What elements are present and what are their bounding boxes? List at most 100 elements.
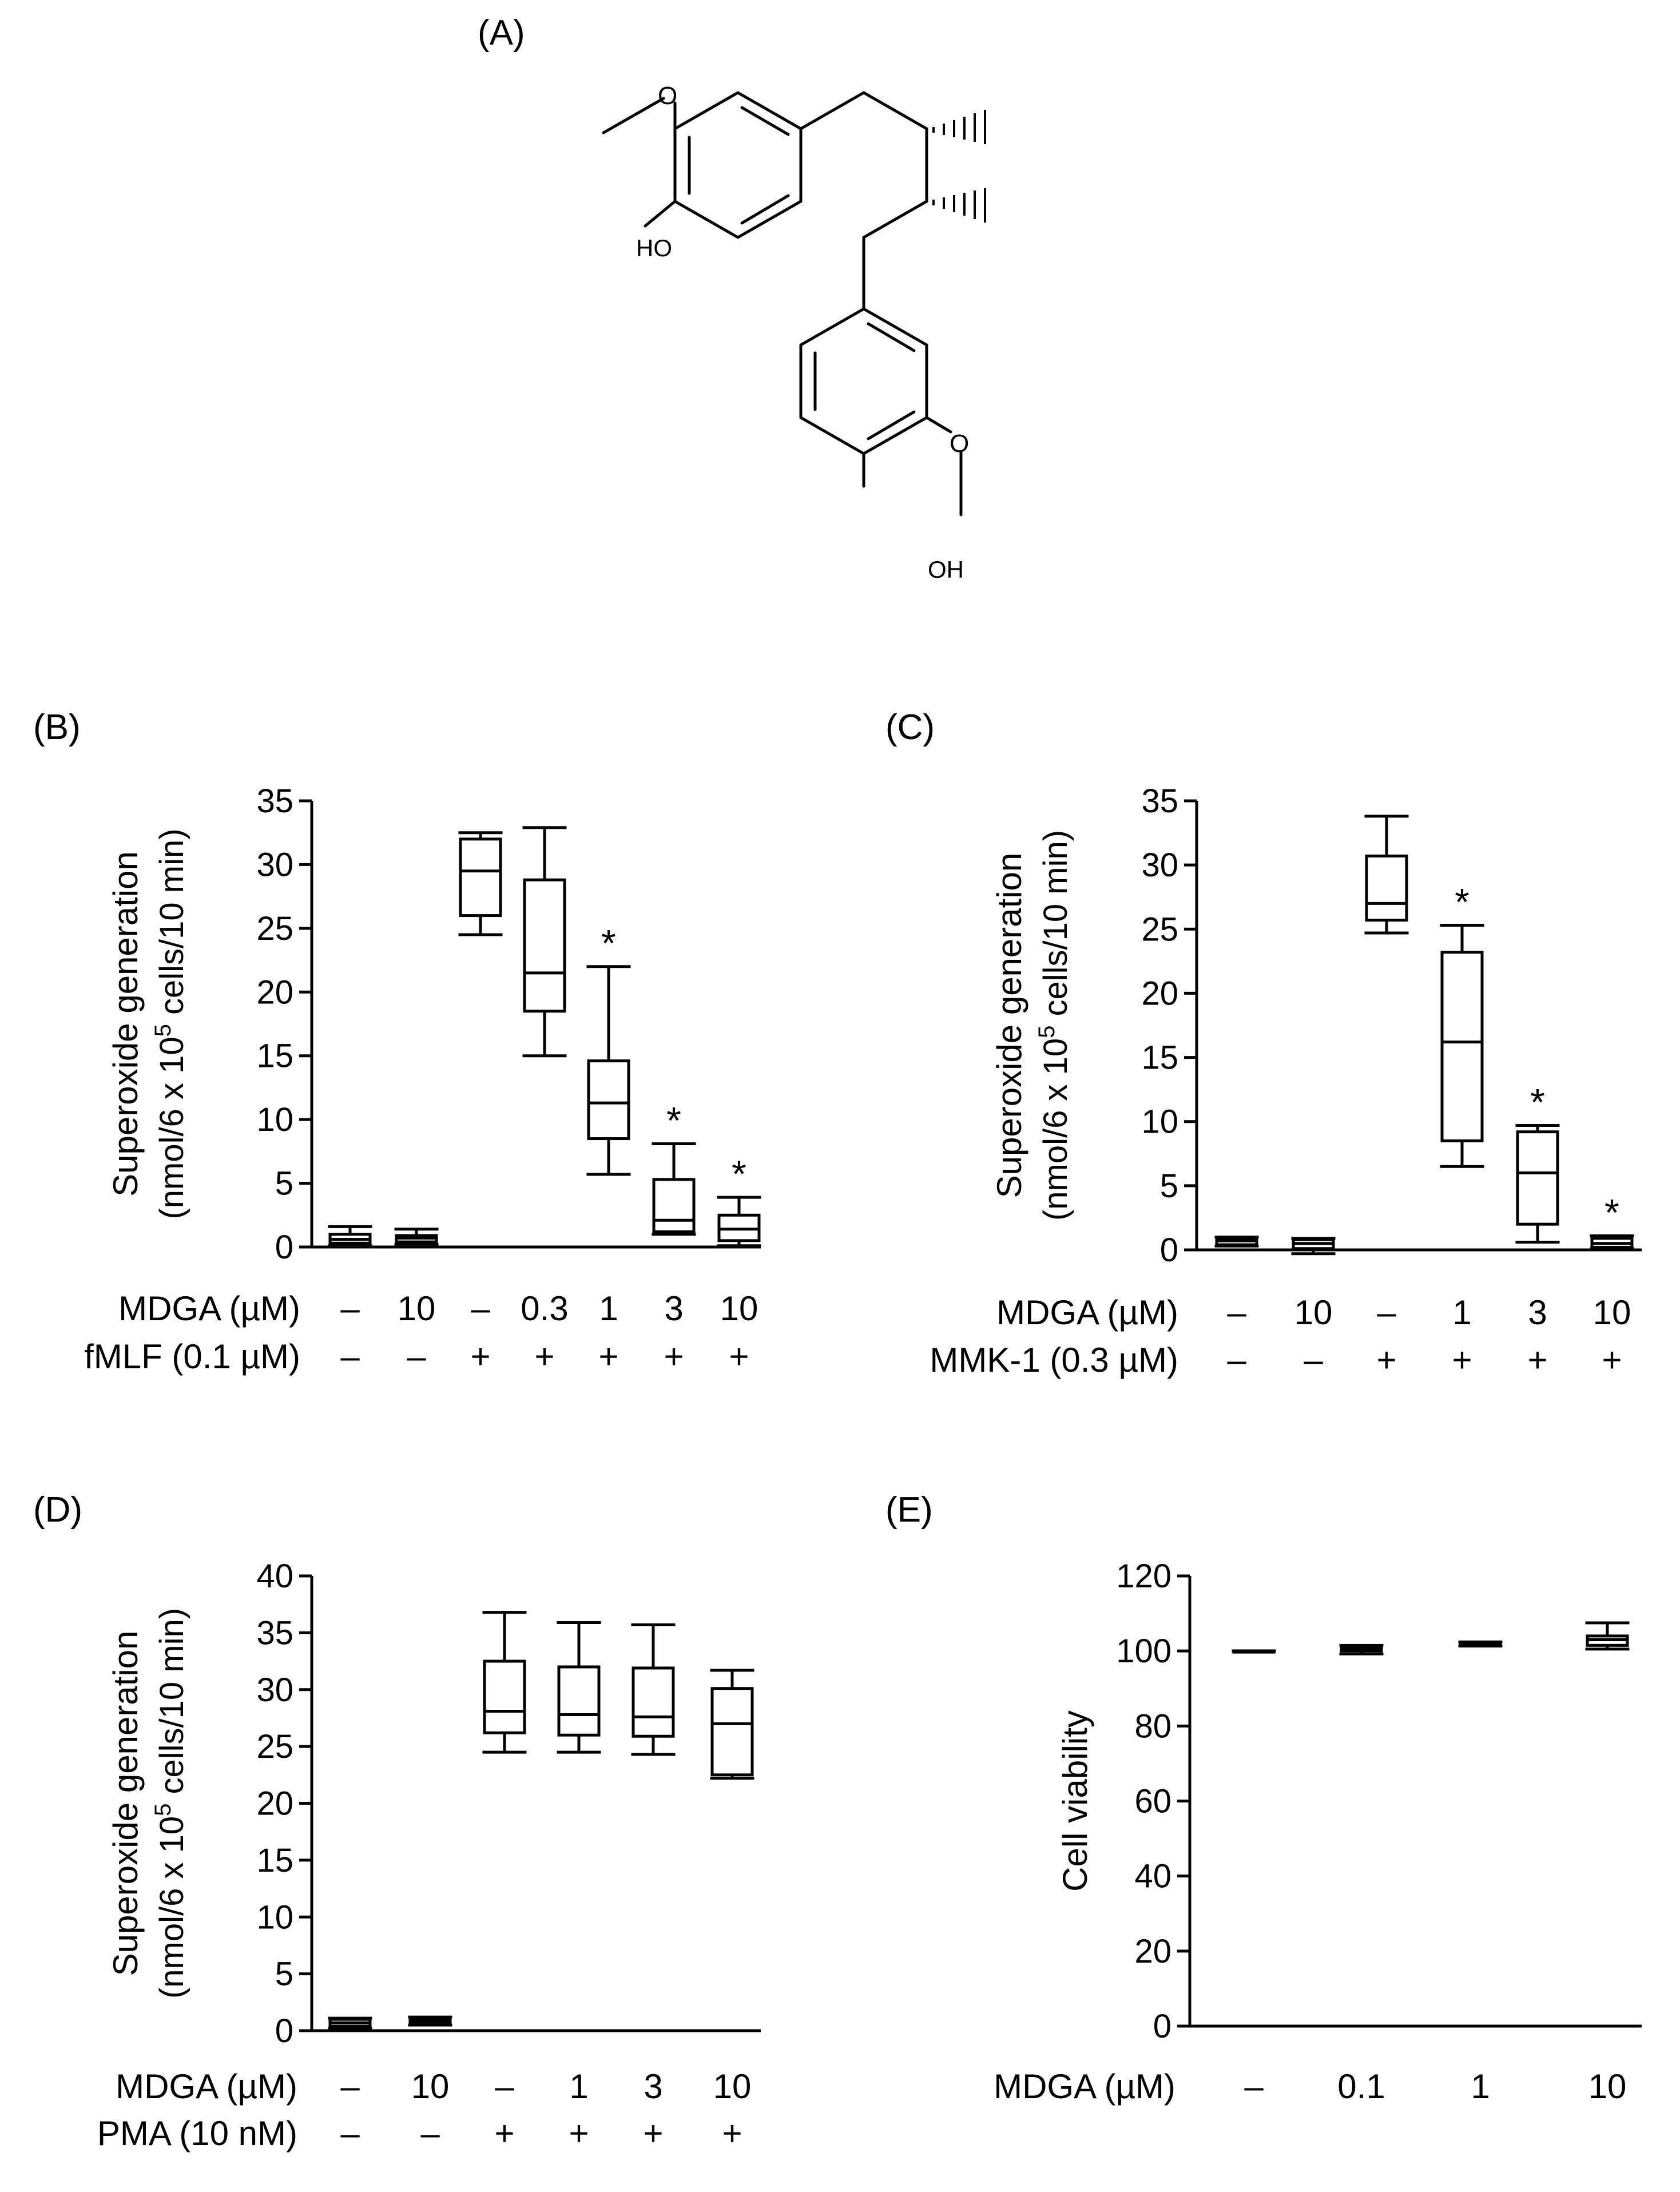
significance-marker: * <box>1530 1081 1545 1123</box>
aryl-ring-2-db3 <box>867 410 916 440</box>
y-tick-label: 0 <box>275 2012 293 2050</box>
condition-row-label: MMK-1 (0.3 µM) <box>930 1341 1178 1379</box>
condition-value: 0.1 <box>1337 2067 1385 2106</box>
box <box>483 1659 526 1734</box>
box-group: * <box>717 1153 761 1248</box>
condition-value: – <box>1377 1293 1396 1332</box>
box-group <box>458 831 503 936</box>
y-tick-label: 10 <box>256 1899 293 1936</box>
hashed-wedge-2 <box>932 188 986 223</box>
box-group <box>1458 1640 1503 1648</box>
y-tick-label: 0 <box>1160 1232 1178 1269</box>
y-tick-label: 15 <box>1141 1039 1178 1077</box>
box-group <box>328 1225 372 1248</box>
chain-c1 <box>799 91 865 130</box>
box-group <box>1585 1621 1630 1651</box>
aryl-1-ch3-bond <box>602 97 665 134</box>
y-tick-label: 20 <box>1141 975 1178 1012</box>
y-tick-label: 25 <box>256 1728 293 1765</box>
oh-label: OH <box>928 556 964 583</box>
y-tick-label: 25 <box>256 910 293 947</box>
condition-value: + <box>722 2114 742 2153</box>
y-tick-label: 30 <box>256 846 293 883</box>
condition-value: 3 <box>644 2067 662 2106</box>
condition-value: + <box>664 1337 684 1376</box>
y-axis-label-line2: (nmol/6 x 105 cells/10 min) <box>150 828 190 1219</box>
significance-marker: * <box>732 1153 746 1195</box>
box-group <box>557 1621 601 1754</box>
panel-e: 0 20 40 60 80 100 120 Cell viability MDGA (µM) – 0… <box>994 1558 1642 2106</box>
aryl-ring-1-db3 <box>740 106 790 136</box>
y-tick-label: 5 <box>1160 1168 1178 1205</box>
y-tick-label: 30 <box>256 1671 293 1709</box>
box-group <box>1364 815 1409 935</box>
y-tick-label: 80 <box>1134 1707 1171 1745</box>
box <box>459 837 502 918</box>
y-tick-label: 40 <box>256 1558 293 1595</box>
condition-value: 0.3 <box>521 1289 568 1328</box>
o-label-1: O <box>658 82 677 110</box>
condition-value: + <box>1452 1341 1472 1379</box>
box-group: * <box>1590 1191 1634 1250</box>
y-axis-label-line2: (nmol/6 x 105 cells/10 min) <box>150 1608 190 1999</box>
condition-value: 1 <box>599 1289 618 1328</box>
box-group <box>328 2016 372 2030</box>
y-axis-label-part1: (nmol/6 x 10 <box>153 1037 190 1219</box>
y-tick-label: 35 <box>256 1614 293 1651</box>
y-axis-label-part2: cells/10 min) <box>1037 830 1074 1026</box>
condition-row-label: fMLF (0.1 µM) <box>84 1337 300 1376</box>
condition-row-label: MDGA (µM) <box>118 1289 300 1328</box>
condition-value: 1 <box>1471 2067 1490 2106</box>
condition-value: 1 <box>1452 1293 1471 1332</box>
box-group <box>1214 1236 1259 1248</box>
condition-value: + <box>534 1337 554 1376</box>
significance-marker: * <box>1604 1191 1619 1233</box>
box-group <box>1291 1237 1336 1256</box>
panel-label-b-chart: (B) <box>33 708 81 747</box>
box-group <box>482 1611 527 1754</box>
condition-value: – <box>340 2067 360 2106</box>
structure-final: (A) <box>0 0 1680 658</box>
panel-label-e: (E) <box>885 1490 933 1530</box>
y-tick-label: 60 <box>1134 1783 1171 1820</box>
condition-value: – <box>471 1289 490 1328</box>
y-axis-label-part2: cells/10 min) <box>153 1608 190 1804</box>
condition-value: + <box>569 2114 589 2153</box>
y-tick-label: 35 <box>256 783 293 820</box>
hashed-wedge-1 <box>932 110 986 144</box>
y-axis-label-line1: Superoxide generation <box>106 851 145 1197</box>
y-tick-label: 5 <box>275 1165 293 1202</box>
condition-value: – <box>1244 2067 1264 2106</box>
condition-value: – <box>1227 1293 1246 1332</box>
condition-value: 10 <box>411 2067 450 2106</box>
box <box>557 1665 601 1737</box>
condition-value: + <box>1527 1341 1547 1379</box>
condition-value: – <box>1227 1341 1246 1379</box>
box-group <box>631 1623 676 1756</box>
box <box>710 1687 754 1777</box>
y-tick-label: 100 <box>1116 1633 1171 1670</box>
condition-value: – <box>340 1337 360 1376</box>
y-tick-label: 0 <box>275 1229 293 1266</box>
y-axis-label-part2: cells/10 min) <box>153 828 190 1024</box>
condition-value: – <box>407 1337 426 1376</box>
y-tick-label: 20 <box>256 1785 293 1822</box>
condition-value: – <box>340 2114 360 2153</box>
condition-value: 3 <box>664 1289 683 1328</box>
panel-label-b: (B) <box>33 708 81 747</box>
condition-row-label: MDGA (µM) <box>116 2067 297 2106</box>
condition-row-label: PMA (10 nM) <box>97 2114 297 2153</box>
condition-value: 10 <box>720 1289 758 1328</box>
y-tick-label: 10 <box>1141 1103 1178 1141</box>
y-axis-label-part1: (nmol/6 x 10 <box>153 1816 190 1999</box>
condition-value: – <box>420 2114 440 2153</box>
box-group <box>394 1228 439 1246</box>
box <box>1365 854 1408 922</box>
box-group <box>710 1669 754 1780</box>
condition-value: + <box>470 1337 490 1376</box>
condition-value: + <box>643 2114 663 2153</box>
y-tick-label: 20 <box>256 974 293 1011</box>
